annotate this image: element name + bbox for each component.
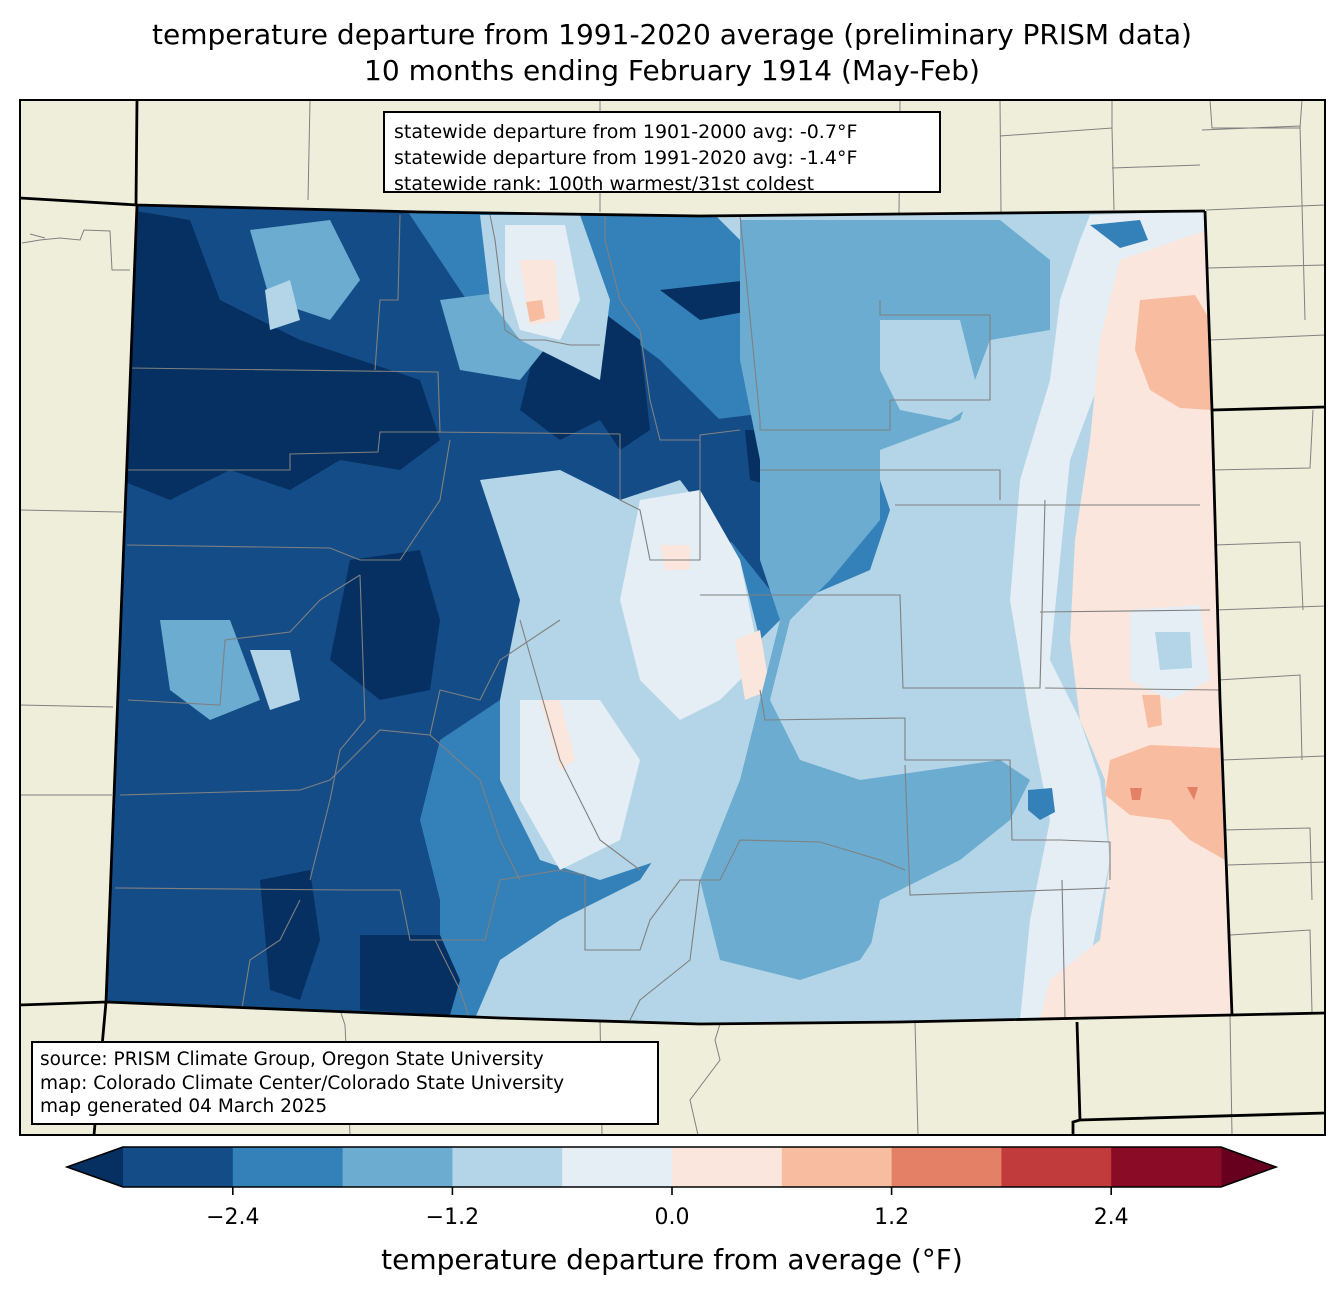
colorado-east-border (1203, 210, 1234, 1016)
colorbar-tick-label: −2.4 (206, 1205, 260, 1230)
field-bin-neg1.2 (265, 280, 300, 330)
source-line: source: PRISM Climate Group, Oregon Stat… (40, 1049, 544, 1070)
colorbar-label: temperature departure from average (°F) (381, 1243, 963, 1276)
field-bin-0.6 (526, 300, 545, 322)
oklahoma-texas-border (1071, 1021, 1325, 1135)
field-bin-0.0 (660, 545, 690, 570)
colorbar-tick-label: 2.4 (1093, 1205, 1129, 1230)
field-bin-neg0.6 (620, 490, 760, 720)
colorado-north-border (20, 196, 1206, 218)
colorbar-tick-label: −1.2 (425, 1205, 480, 1230)
colorbar-bin (891, 1147, 1002, 1187)
field-bin-1.2 (1130, 788, 1142, 800)
field-bin-neg0.6 (520, 700, 640, 870)
field-bin-neg1.2 (250, 650, 300, 710)
colorbar-bin (562, 1147, 673, 1187)
colorbar-bin (672, 1147, 783, 1187)
colorbar-bin (1001, 1147, 1112, 1187)
statewide-stats-box: statewide departure from 1901-2000 avg: … (383, 111, 941, 195)
field-bin-0.6 (1142, 695, 1162, 728)
colorbar-outline (64, 1146, 1279, 1188)
source-attribution-box: source: PRISM Climate Group, Oregon Stat… (31, 1041, 659, 1125)
colorbar-tick-label: 0.0 (654, 1205, 690, 1230)
map-title-line2: 10 months ending February 1914 (May-Feb) (364, 54, 980, 87)
colorado-south-border (20, 1000, 1325, 1026)
field-bin-below-3.0 (360, 935, 460, 1015)
field-bin-below-3.0 (660, 280, 755, 320)
map-title-line1: temperature departure from 1991-2020 ave… (152, 18, 1192, 51)
stats-departure-1901-2000: statewide departure from 1901-2000 avg: … (394, 121, 858, 143)
field-bin-neg1.2 (880, 320, 980, 420)
field-bin-neg1.8 (160, 620, 260, 720)
map-credit-line: map: Colorado Climate Center/Colorado St… (40, 1072, 565, 1094)
state-borders (20, 100, 1325, 1135)
field-bin-1.2 (1187, 787, 1198, 800)
field-bin-neg0.6 (1010, 211, 1210, 1020)
colorbar-bin (452, 1147, 563, 1187)
field-bin-neg1.2 (1155, 632, 1192, 670)
stats-departure-1991-2020: statewide departure from 1991-2020 avg: … (394, 147, 858, 169)
stats-rank: statewide rank: 100th warmest/31st colde… (394, 173, 815, 195)
colorbar-bin (781, 1147, 893, 1187)
field-bin-0.6 (1135, 295, 1212, 410)
colorado-county-lines (114, 214, 1221, 1021)
colorbar-bin (1111, 1147, 1222, 1187)
map-frame (19, 99, 1326, 1136)
colorbar-extend-low (67, 1147, 123, 1187)
temperature-departure-field (106, 205, 1232, 1024)
colorbar-tick-label: 1.2 (874, 1205, 910, 1230)
field-bin-0.0 (540, 700, 575, 770)
colorbar-bin (123, 1147, 234, 1187)
colorbar-extend-high (1221, 1147, 1276, 1187)
field-bin-0.6 (1105, 745, 1225, 860)
kansas-nebraska-border (1211, 405, 1325, 412)
field-bin-neg1.8 (700, 220, 1060, 980)
colorbar (64, 1146, 1279, 1195)
colorbar-bin (232, 1147, 344, 1187)
field-bin-below-3.0 (330, 550, 440, 700)
colorado-west-border (104, 204, 139, 1003)
field-bin-0.0 (735, 630, 770, 700)
field-bin-below-3.0 (260, 870, 320, 1000)
colorbar-bin (342, 1147, 453, 1187)
generated-date-line: map generated 04 March 2025 (40, 1096, 328, 1117)
field-bin-neg2.4 (1090, 220, 1148, 248)
field-bin-below-3.0 (120, 210, 440, 500)
field-bin-neg2.4 (1028, 788, 1055, 820)
